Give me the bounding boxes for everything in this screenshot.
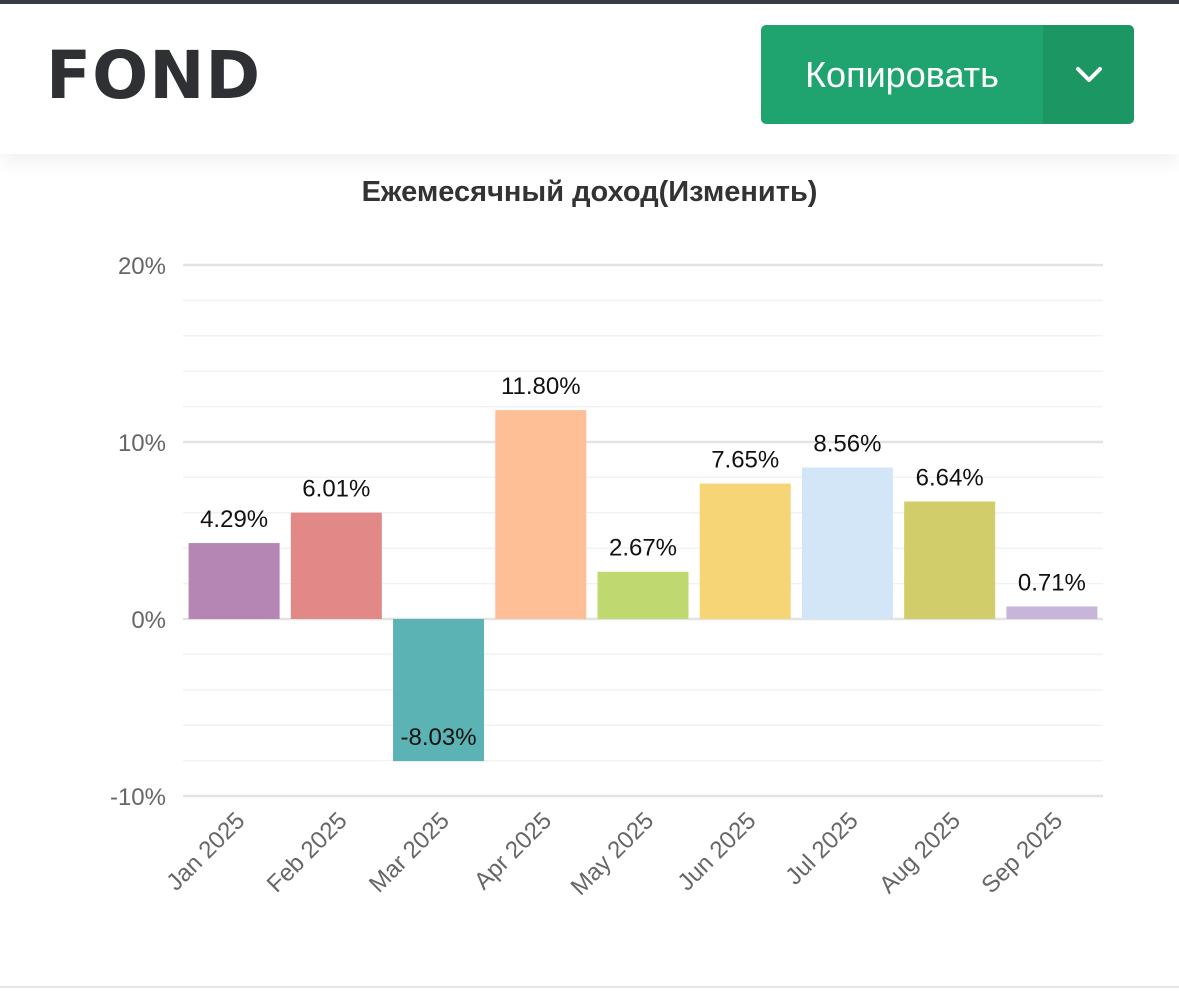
x-tick-label: Jun 2025	[673, 807, 762, 896]
data-label: 4.29%	[200, 506, 268, 533]
x-tick-label: Apr 2025	[469, 807, 557, 895]
copy-button-group: Копировать	[761, 25, 1134, 124]
x-tick-label: Jan 2025	[161, 807, 250, 896]
x-tick-label: Jul 2025	[780, 807, 863, 890]
x-tick-label: Sep 2025	[976, 807, 1068, 899]
x-tick-label: May 2025	[566, 807, 660, 901]
x-tick-label: Feb 2025	[262, 807, 353, 898]
data-label: 11.80%	[501, 373, 581, 400]
data-label: 6.01%	[302, 476, 370, 503]
bar-jul-2025	[801, 467, 893, 619]
bottom-divider	[0, 986, 1179, 988]
top-border	[0, 0, 1179, 4]
copy-button[interactable]: Копировать	[761, 25, 1043, 124]
x-tick-label: Aug 2025	[874, 807, 966, 899]
y-tick-label: 20%	[118, 253, 166, 280]
bar-aug-2025	[904, 501, 996, 619]
bar-feb-2025	[290, 512, 382, 619]
copy-dropdown-button[interactable]	[1043, 25, 1134, 124]
chevron-down-icon	[1075, 66, 1102, 82]
header: FOND Копировать	[0, 4, 1179, 154]
y-tick-label: -10%	[110, 784, 166, 811]
bar-apr-2025	[495, 410, 587, 619]
data-label: -8.03%	[401, 724, 477, 751]
data-label: 8.56%	[813, 430, 881, 457]
y-tick-label: 10%	[118, 430, 166, 457]
bar-jun-2025	[699, 483, 791, 619]
y-tick-label: 0%	[131, 607, 166, 634]
data-label: 6.64%	[916, 464, 984, 491]
bar-mar-2025	[393, 619, 485, 762]
fund-name: FOND	[46, 37, 262, 114]
bar-sep-2025	[1006, 606, 1098, 619]
chart-title: Ежемесячный доход(Изменить)	[361, 176, 818, 208]
data-label: 0.71%	[1018, 569, 1086, 596]
data-label: 7.65%	[711, 447, 779, 474]
bar-jan-2025	[188, 543, 280, 619]
data-label: 2.67%	[609, 535, 677, 562]
bar-may-2025	[597, 571, 689, 619]
x-tick-label: Mar 2025	[364, 807, 455, 898]
